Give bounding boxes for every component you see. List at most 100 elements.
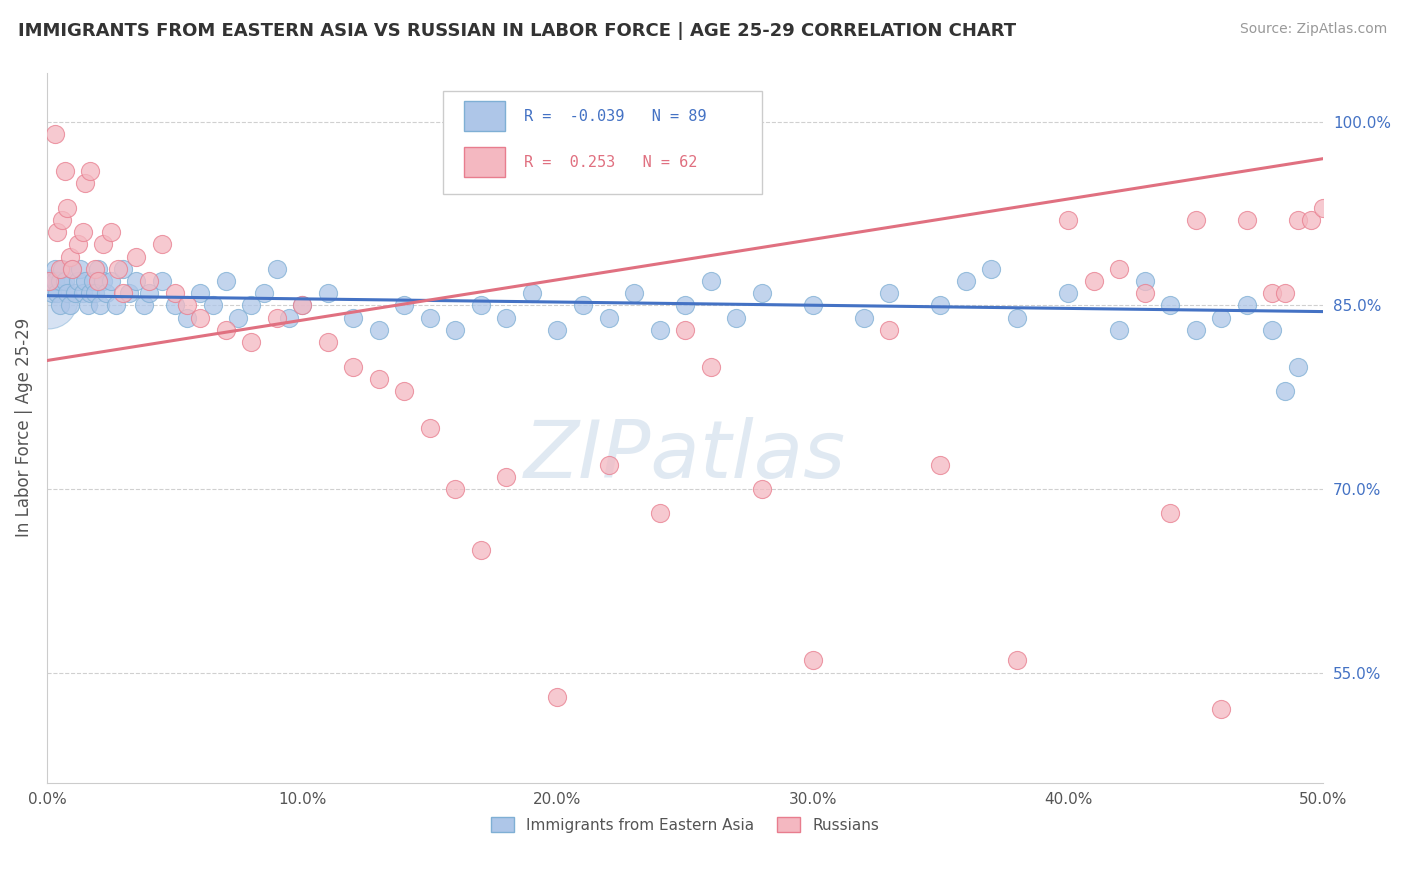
Point <box>955 274 977 288</box>
Point <box>444 323 467 337</box>
Point <box>1211 310 1233 325</box>
Point <box>79 164 101 178</box>
Point <box>79 286 101 301</box>
Text: ZIPatlas: ZIPatlas <box>524 417 846 495</box>
Point <box>132 298 155 312</box>
Point <box>1057 286 1080 301</box>
Point <box>598 458 620 472</box>
Point <box>56 201 79 215</box>
Point <box>240 335 263 350</box>
Point <box>150 237 173 252</box>
Point <box>48 274 70 288</box>
Point <box>112 286 135 301</box>
Point <box>253 286 276 301</box>
Point <box>1108 261 1130 276</box>
Point <box>1274 286 1296 301</box>
Point <box>1184 323 1206 337</box>
Point <box>470 298 492 312</box>
Point <box>1312 201 1334 215</box>
Point <box>1286 359 1309 374</box>
Point <box>41 286 63 301</box>
Point <box>38 274 60 288</box>
Point <box>214 274 236 288</box>
Point <box>38 274 60 288</box>
Point <box>94 286 117 301</box>
Point <box>44 127 66 141</box>
Point <box>1133 286 1156 301</box>
Point <box>100 225 122 239</box>
Point <box>1159 507 1181 521</box>
Bar <box>464 102 505 131</box>
Point <box>228 310 250 325</box>
Point <box>598 310 620 325</box>
Point <box>150 274 173 288</box>
Point <box>1057 212 1080 227</box>
Point <box>699 274 721 288</box>
Point <box>104 298 127 312</box>
Point <box>291 298 314 312</box>
Point <box>572 298 595 312</box>
Point <box>879 323 901 337</box>
Point <box>648 507 671 521</box>
Point <box>91 274 114 288</box>
Point <box>75 274 97 288</box>
Point <box>84 286 107 301</box>
Point <box>444 482 467 496</box>
Point <box>46 225 69 239</box>
Point <box>673 298 696 312</box>
Point <box>89 298 111 312</box>
Point <box>394 298 416 312</box>
Point <box>1261 323 1284 337</box>
Point <box>879 286 901 301</box>
Point <box>1261 286 1284 301</box>
Point <box>316 335 339 350</box>
Point <box>316 286 339 301</box>
Point <box>342 359 364 374</box>
Point <box>163 286 186 301</box>
Point <box>495 310 517 325</box>
Point <box>37 293 59 307</box>
Point <box>1133 274 1156 288</box>
Text: IMMIGRANTS FROM EASTERN ASIA VS RUSSIAN IN LABOR FORCE | AGE 25-29 CORRELATION C: IMMIGRANTS FROM EASTERN ASIA VS RUSSIAN … <box>18 22 1017 40</box>
Legend: Immigrants from Eastern Asia, Russians: Immigrants from Eastern Asia, Russians <box>485 811 886 838</box>
Point <box>91 237 114 252</box>
Point <box>1005 310 1028 325</box>
Point <box>929 458 952 472</box>
Point <box>1286 212 1309 227</box>
Point <box>107 261 129 276</box>
Point <box>53 274 76 288</box>
Point <box>546 690 568 704</box>
Point <box>623 286 645 301</box>
Point <box>419 310 441 325</box>
Point <box>53 164 76 178</box>
Point <box>470 543 492 558</box>
Point <box>980 261 1002 276</box>
Point <box>546 323 568 337</box>
Point <box>125 250 148 264</box>
Point <box>84 261 107 276</box>
Point <box>1184 212 1206 227</box>
Point <box>62 261 84 276</box>
Point <box>1083 274 1105 288</box>
Point <box>72 225 94 239</box>
Point <box>87 274 110 288</box>
Point <box>1108 323 1130 337</box>
Point <box>176 298 198 312</box>
Point <box>138 274 160 288</box>
Point <box>214 323 236 337</box>
Point <box>1236 212 1258 227</box>
Point <box>419 421 441 435</box>
Point <box>75 176 97 190</box>
Text: R =  0.253   N = 62: R = 0.253 N = 62 <box>524 155 697 169</box>
Point <box>188 286 211 301</box>
Point <box>394 384 416 398</box>
Point <box>112 261 135 276</box>
Y-axis label: In Labor Force | Age 25-29: In Labor Force | Age 25-29 <box>15 318 32 538</box>
Point <box>648 323 671 337</box>
Point <box>138 286 160 301</box>
Point <box>63 286 86 301</box>
Point <box>44 274 66 288</box>
Point <box>929 298 952 312</box>
Point <box>59 298 82 312</box>
Point <box>1005 653 1028 667</box>
